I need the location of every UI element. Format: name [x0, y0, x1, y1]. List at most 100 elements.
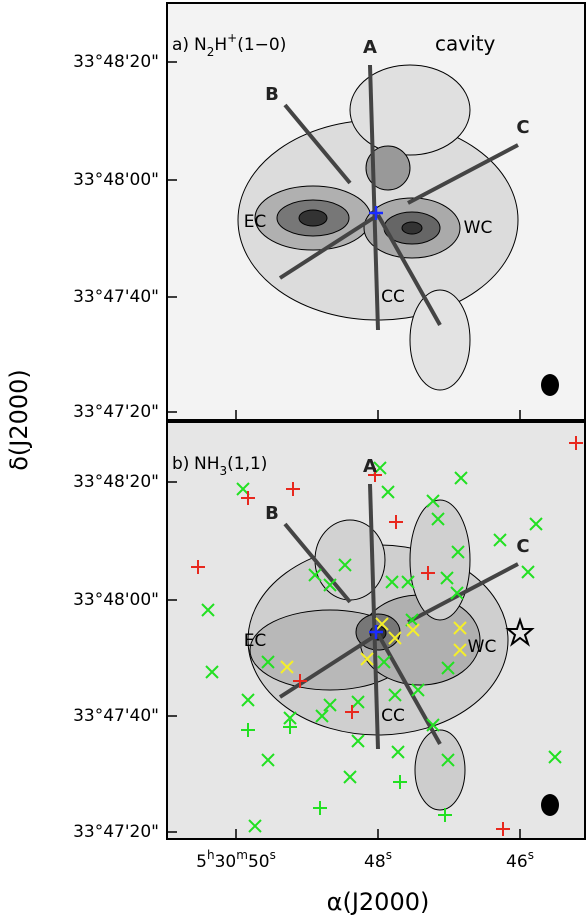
beam — [541, 374, 559, 396]
x-tick-label: 5h30m50s — [196, 848, 276, 873]
source-y — [453, 643, 467, 657]
source-x — [385, 575, 399, 589]
cut-line — [283, 103, 352, 185]
x-tick-label-part: 5 — [196, 852, 207, 872]
source-x — [426, 494, 440, 508]
source-plus — [293, 674, 307, 688]
y-tick-label: 33°47'20" — [73, 822, 159, 842]
tracer-label-part: NH — [194, 454, 220, 474]
source-x — [343, 770, 357, 784]
source-x — [411, 683, 425, 697]
x-tick-label-part: 50 — [248, 852, 270, 872]
contour — [401, 221, 423, 235]
source-plus — [286, 482, 300, 496]
tracer-label-part: (1,1) — [227, 454, 267, 474]
region-label: A — [363, 456, 377, 477]
x-tick-label-part: h — [207, 848, 215, 862]
x-tick-label-part: 30 — [215, 852, 237, 872]
y-tick-label: 33°48'20" — [73, 472, 159, 492]
source-x — [323, 578, 337, 592]
source-plus — [496, 822, 510, 836]
source-x — [261, 655, 275, 669]
source-y — [360, 652, 374, 666]
source-x — [441, 753, 455, 767]
source-x — [351, 734, 365, 748]
region-label: B — [265, 84, 279, 105]
source-plus — [191, 560, 205, 574]
x-tick-label-part: 46 — [506, 852, 528, 872]
panel-tag: a) — [172, 35, 189, 55]
source-x — [241, 693, 255, 707]
y-tick-label: 33°48'20" — [73, 52, 159, 72]
source-x — [308, 568, 322, 582]
source-plus — [313, 801, 327, 815]
source-x — [451, 545, 465, 559]
cut-line — [376, 214, 442, 326]
source-x — [521, 565, 535, 579]
source-x — [248, 819, 262, 833]
source-x — [529, 517, 543, 531]
region-label: CC — [381, 706, 405, 726]
x-tick-label: 46s — [506, 848, 534, 873]
region-label: A — [363, 37, 377, 58]
region-label: WC — [468, 637, 497, 657]
cut-line — [368, 483, 380, 750]
x-tick-label: 48s — [364, 848, 392, 873]
cut-line — [376, 633, 442, 745]
y-tick-label: 33°47'40" — [73, 706, 159, 726]
x-tick-label-part: s — [386, 848, 392, 862]
source-x — [315, 709, 329, 723]
star — [505, 616, 535, 647]
x-tick-label-part: m — [236, 848, 248, 862]
source-plus — [241, 491, 255, 505]
y-tick-label: 33°47'40" — [73, 287, 159, 307]
contour — [349, 64, 471, 156]
source-x — [338, 558, 352, 572]
source-x — [431, 512, 445, 526]
source-x — [388, 688, 402, 702]
source-plus — [393, 775, 407, 789]
tracer-label-part: 3 — [220, 464, 228, 478]
tracer-label-part: 2 — [207, 45, 215, 59]
source-x — [440, 571, 454, 585]
contour — [414, 729, 466, 811]
source-x — [261, 753, 275, 767]
x-tick-label-part: s — [270, 848, 276, 862]
source-x — [391, 745, 405, 759]
cut-line — [407, 143, 519, 205]
source-x — [283, 711, 297, 725]
source-y — [375, 617, 389, 631]
source-x — [205, 665, 219, 679]
source-y — [388, 631, 402, 645]
source-x — [548, 750, 562, 764]
beam — [541, 794, 559, 816]
tracer-label-part: + — [227, 31, 237, 45]
x-tick-label-part: s — [528, 848, 534, 862]
tracer-label-part: (1−0) — [237, 35, 286, 55]
source-x — [323, 698, 337, 712]
region-label: EC — [244, 212, 267, 232]
region-label: EC — [244, 631, 267, 651]
tracer-label: N2H+(1−0) — [194, 31, 286, 59]
source-plus — [438, 808, 452, 822]
region-label: C — [516, 117, 529, 138]
note: cavity — [435, 32, 495, 56]
source-x — [201, 603, 215, 617]
source-plus — [569, 436, 583, 450]
source-plus — [389, 515, 403, 529]
source-x — [381, 485, 395, 499]
frame — [166, 2, 586, 421]
source-plus — [283, 720, 297, 734]
y-tick-label: 33°48'00" — [73, 170, 159, 190]
region-label: B — [265, 503, 279, 524]
panel-tag: b) — [172, 454, 189, 474]
tracer-label-part: H — [214, 35, 227, 55]
center-plus — [369, 206, 383, 220]
source-x — [351, 695, 365, 709]
region-label: WC — [464, 218, 493, 238]
cut-line — [368, 64, 380, 331]
contour — [298, 209, 328, 227]
map — [167, 3, 586, 420]
tracer-label: NH3(1,1) — [194, 454, 267, 478]
